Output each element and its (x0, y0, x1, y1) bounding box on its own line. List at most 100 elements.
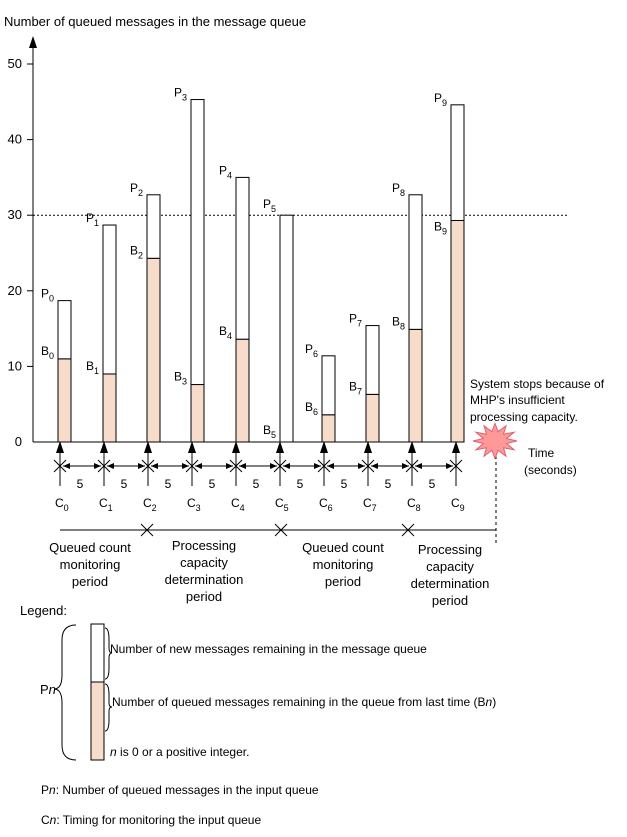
interval-arrow-left (239, 463, 246, 469)
bar-b-label: B7 (349, 379, 362, 396)
timing-cross (53, 459, 67, 473)
interval-arrow-left (63, 463, 70, 469)
legend-bar-remaining (90, 681, 105, 761)
timing-c-label: C0 (55, 496, 69, 513)
period-3-line-3: period (325, 574, 361, 589)
bar-new-segment (235, 176, 250, 340)
bar-b-label: B1 (86, 359, 99, 376)
system-stops-line-3: processing capacity. (470, 410, 578, 424)
period-2-line-1: Processing (172, 538, 236, 553)
y-tick-label: 10 (8, 358, 22, 373)
interval-arrow-left (151, 463, 158, 469)
bar-b-label: B2 (130, 243, 143, 260)
interval-arrow-right (182, 463, 189, 469)
interval-label: 5 (341, 477, 348, 491)
y-tick-label: 30 (8, 207, 22, 222)
timing-arrow-head (276, 441, 284, 453)
period-1-line-2: monitoring (60, 557, 121, 572)
bar-new-segment (146, 194, 161, 259)
period-separator (401, 523, 415, 537)
bar-b-label: B3 (174, 370, 187, 387)
interval-arrow-right (270, 463, 277, 469)
period-separator (140, 523, 154, 537)
legend-brace (53, 624, 77, 761)
bar-remaining-segment (190, 384, 205, 443)
timing-arrow-head (408, 441, 416, 453)
interval-label: 5 (253, 477, 260, 491)
interval-arrow-left (415, 463, 422, 469)
interval-label: 5 (385, 477, 392, 491)
timing-c-label: C8 (407, 496, 421, 513)
bar-remaining-segment (365, 393, 380, 443)
interval-arrow-right (314, 463, 321, 469)
timing-cross (361, 459, 375, 473)
interval-arrow-right (402, 463, 409, 469)
interval-arrow-left (283, 463, 290, 469)
y-axis-arrow (29, 36, 37, 48)
legend-queued-messages: Number of queued messages remaining in t… (112, 695, 496, 709)
bar-p-label: P8 (392, 181, 405, 198)
interval-arrow-left (327, 463, 334, 469)
bar-new-segment (408, 194, 423, 330)
bar-b-label: B4 (219, 324, 232, 341)
interval-label: 5 (121, 477, 128, 491)
bar-p-label: P4 (219, 163, 232, 180)
bar-new-segment (365, 325, 380, 395)
period-3-line-2: monitoring (313, 557, 374, 572)
timing-c-label: C6 (319, 496, 333, 513)
bar-new-segment (190, 99, 205, 386)
timing-c-label: C7 (363, 496, 377, 513)
timing-cross (97, 459, 111, 473)
period-1-line-3: period (72, 574, 108, 589)
interval-arrow-right (94, 463, 101, 469)
bar-p-label: P7 (349, 312, 362, 329)
system-stops-line-2: MHP's insufficient (470, 393, 565, 407)
interval-arrow-right (138, 463, 145, 469)
bar-new-segment (57, 300, 72, 360)
timing-arrow-head (364, 441, 372, 453)
legend-bar-new (90, 623, 105, 683)
timing-arrow-head (56, 441, 64, 453)
interval-label: 5 (297, 477, 304, 491)
timing-cross (405, 459, 419, 473)
timing-arrow-head (144, 441, 152, 453)
timing-arrow-head (232, 441, 240, 453)
bar-new-segment (279, 214, 294, 443)
timing-c-label: C2 (143, 496, 157, 513)
interval-arrow-right (226, 463, 233, 469)
time-label: Time (528, 446, 555, 460)
period-4-line-4: period (432, 593, 468, 608)
bar-new-segment (450, 104, 465, 221)
y-axis-label: Number of queued messages in the message… (4, 14, 306, 29)
bar-remaining-segment (321, 414, 336, 443)
interval-label: 5 (209, 477, 216, 491)
timing-cross (449, 459, 463, 473)
bar-b-label: B0 (41, 344, 54, 361)
bar-p-label: P0 (41, 287, 54, 304)
y-tick-label: 40 (8, 132, 22, 147)
timing-c-label: C9 (451, 496, 465, 513)
timing-cross (273, 459, 287, 473)
legend-brace-remaining (104, 683, 113, 732)
period-separator (274, 523, 288, 537)
bar-b-label: B6 (305, 400, 318, 417)
bar-new-segment (102, 224, 117, 375)
period-3-line-1: Queued count (302, 540, 384, 555)
bar-remaining-segment (450, 219, 465, 443)
system-stop-burst (472, 421, 518, 461)
interval-arrow-left (195, 463, 202, 469)
bar-remaining-segment (102, 373, 117, 443)
timing-arrow-head (452, 441, 460, 453)
period-4-line-1: Processing (418, 542, 482, 557)
period-2-line-3: determination (165, 572, 244, 587)
bar-p-label: P9 (434, 91, 447, 108)
bar-remaining-segment (408, 328, 423, 443)
timing-cross (141, 459, 155, 473)
bar-remaining-segment (57, 358, 72, 443)
legend-cn-definition: Cn: Timing for monitoring the input queu… (41, 813, 261, 827)
bar-new-segment (321, 355, 336, 416)
y-tick-label: 0 (15, 434, 22, 449)
bar-p-label: P2 (130, 181, 143, 198)
